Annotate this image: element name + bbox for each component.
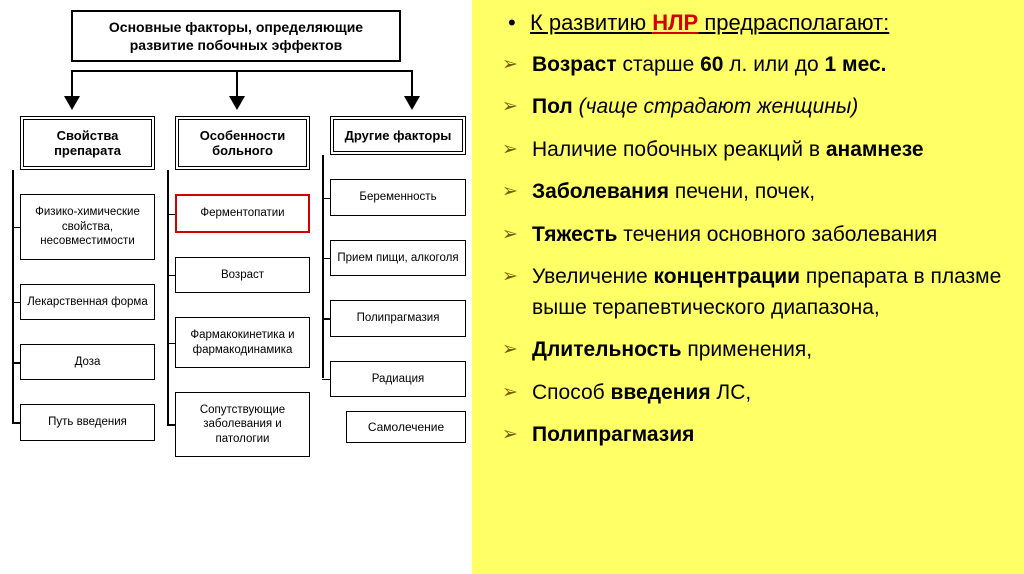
item-wrap: Доза <box>20 344 155 380</box>
diagram-item: Физико-химические свойства, несовместимо… <box>20 194 155 259</box>
arrow-1 <box>71 70 73 108</box>
bullet-item: Способ введения ЛС, <box>502 378 1009 408</box>
column-head: Свойства препарата <box>20 116 155 170</box>
bullet-item: Пол (чаще страдают женщины) <box>502 92 1009 122</box>
bullet-list: Возраст старше 60 л. или до 1 мес. Пол (ч… <box>502 50 1009 450</box>
diagram-item: Ферментопатии <box>175 194 310 232</box>
extra-item: Самолечение <box>346 411 466 443</box>
item-wrap: Лекарственная форма <box>20 284 155 320</box>
item-wrap: Беременность <box>330 179 466 215</box>
bullet-item: Увеличение концентрации препарата в плаз… <box>502 262 1009 323</box>
item-wrap: Полипрагмазия <box>330 300 466 336</box>
diagram-item: Лекарственная форма <box>20 284 155 320</box>
text-panel: К развитию НЛР предрасполагают: Возраст … <box>472 0 1024 574</box>
vertical-line <box>12 170 14 422</box>
lead-red: НЛР <box>652 10 698 35</box>
item-wrap: Путь введения <box>20 404 155 440</box>
diagram-item: Сопутствующие заболевания и патологии <box>175 392 310 457</box>
diagram-item: Путь введения <box>20 404 155 440</box>
diagram-item: Полипрагмазия <box>330 300 466 336</box>
diagram-item: Возраст <box>175 257 310 293</box>
item-wrap: Физико-химические свойства, несовместимо… <box>20 194 155 259</box>
bullet-item: Наличие побочных реакций в анамнезе <box>502 135 1009 165</box>
item-wrap: Сопутствующие заболевания и патологии <box>175 392 310 457</box>
diagram-title: Основные факторы, определяющие развитие … <box>71 10 401 62</box>
column-1: Особенности больного Ферментопатии Возраст… <box>161 116 310 457</box>
arrow-2 <box>236 70 238 108</box>
columns-container: Свойства препарата Физико-химические свой… <box>6 116 466 457</box>
column-0: Свойства препарата Физико-химические свой… <box>6 116 155 457</box>
bullet-item: Заболевания печени, почек, <box>502 177 1009 207</box>
vertical-line <box>167 170 169 425</box>
horizontal-line <box>71 70 411 72</box>
diagram-item: Фармакокинетика и фармакодинамика <box>175 317 310 368</box>
arrow-3 <box>411 70 413 108</box>
diagram-panel: Основные факторы, определяющие развитие … <box>0 0 472 574</box>
lead-prefix: К развитию <box>530 10 652 35</box>
bullet-item: Полипрагмазия <box>502 420 1009 450</box>
arrows-row <box>6 70 466 120</box>
item-wrap: Ферментопатии <box>175 194 310 232</box>
diagram-item: Радиация <box>330 361 466 397</box>
vertical-line <box>322 155 324 378</box>
column-2: Другие факторы Беременность Прием пищи, ал… <box>316 116 466 457</box>
lead-suffix: предрасполагают: <box>698 10 889 35</box>
bullet-item: Возраст старше 60 л. или до 1 мес. <box>502 50 1009 80</box>
diagram-item: Беременность <box>330 179 466 215</box>
bullet-item: Тяжесть течения основного заболевания <box>502 220 1009 250</box>
diagram-item: Прием пищи, алкоголя <box>330 240 466 276</box>
item-wrap: Радиация <box>330 361 466 397</box>
item-wrap: Возраст <box>175 257 310 293</box>
column-head: Особенности больного <box>175 116 310 170</box>
lead-line: К развитию НЛР предрасполагают: <box>502 10 1009 36</box>
column-head: Другие факторы <box>330 116 466 155</box>
item-wrap: Прием пищи, алкоголя <box>330 240 466 276</box>
bullet-item: Длительность применения, <box>502 335 1009 365</box>
item-wrap: Фармакокинетика и фармакодинамика <box>175 317 310 368</box>
diagram-item: Доза <box>20 344 155 380</box>
